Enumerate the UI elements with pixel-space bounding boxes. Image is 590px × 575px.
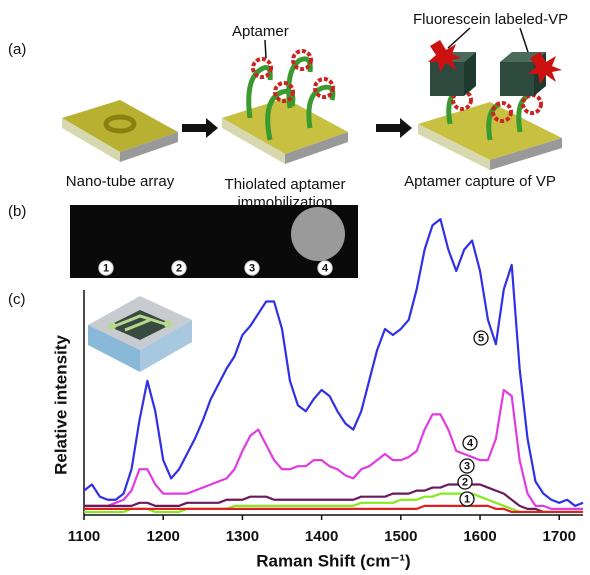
- circled-number: 1: [464, 493, 470, 505]
- aptamer-plate: [222, 49, 348, 164]
- y-axis-title: Relative intensity: [51, 335, 70, 475]
- step-label: Thiolated aptamer: [225, 176, 346, 193]
- step-label: Nano-tube array: [66, 173, 175, 190]
- panel-label: (a): [8, 41, 26, 58]
- x-tick-label: 1300: [226, 528, 259, 545]
- circled-number: 3: [249, 262, 255, 274]
- circled-number: 4: [467, 437, 474, 449]
- spectrum-line: [84, 388, 583, 510]
- label-circle: [171, 260, 187, 276]
- x-tick-label: 1400: [305, 528, 338, 545]
- pointer: [447, 27, 471, 49]
- spectrum-line: [83, 218, 584, 507]
- nanotube-plate: [62, 100, 178, 162]
- chip-inset: [88, 296, 192, 372]
- circled-number: 2: [176, 262, 182, 274]
- arrow: [182, 118, 218, 138]
- label-circle: [459, 458, 475, 474]
- label-circle: [462, 435, 478, 451]
- arrow: [376, 118, 412, 138]
- step-labels: Nano-tube array Thiolated aptamerimmobili…: [66, 173, 556, 211]
- capture-plate: [418, 40, 562, 170]
- step-label: Aptamer capture of VP: [404, 173, 556, 190]
- spectrum-line: [84, 483, 583, 514]
- label-circle: [473, 330, 489, 346]
- circled-number: 5: [478, 332, 484, 344]
- circled-number: 2: [462, 476, 468, 488]
- x-tick-label: 1700: [543, 528, 576, 545]
- circled-number: 1: [103, 262, 109, 274]
- chart: (c) 1100 1200 1300 1400 1500 1600 1700 Raman Shi…: [8, 218, 584, 570]
- spectrum-line: [84, 504, 583, 514]
- circled-number: 4: [322, 262, 329, 274]
- pointer: [519, 27, 529, 53]
- x-tick-label: 1100: [68, 528, 101, 545]
- panel-label: (c): [8, 291, 26, 308]
- label-circle: [457, 474, 473, 490]
- x-tick-label: 1600: [463, 528, 496, 545]
- label-circle: [459, 491, 475, 507]
- pointer: [264, 39, 267, 59]
- x-axis-title: Raman Shift (cm⁻¹): [256, 551, 410, 570]
- x-tick-label: 1200: [147, 528, 180, 545]
- circled-number: 3: [464, 460, 470, 472]
- label-circle: [244, 260, 260, 276]
- spectrum-line: [84, 492, 583, 514]
- fluorescent-spot: [291, 207, 345, 261]
- label-circle: [98, 260, 114, 276]
- label-circle: [317, 260, 333, 276]
- fluorescein-label: Fluorescein labeled-VP: [413, 11, 568, 28]
- x-tick-label: 1500: [384, 528, 417, 545]
- spot-labels: 1 2 3 4: [98, 260, 333, 276]
- panel-label: (b): [8, 203, 26, 220]
- aptamer-label: Aptamer: [232, 23, 289, 40]
